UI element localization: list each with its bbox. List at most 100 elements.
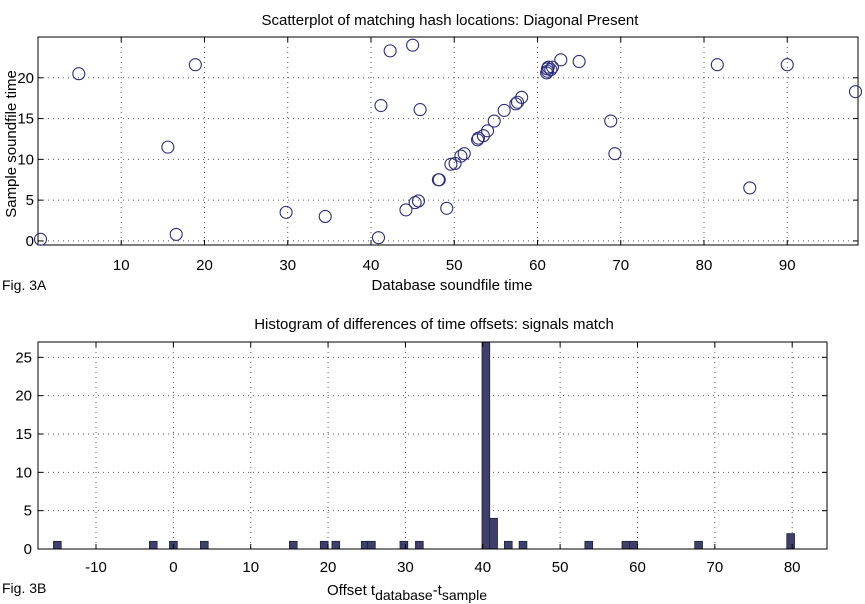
scatter-point bbox=[318, 209, 332, 224]
histogram-y-tick-label: 5 bbox=[24, 503, 32, 520]
histogram-x-label-main: Offset t bbox=[327, 582, 376, 599]
histogram-bars bbox=[53, 341, 795, 550]
scatter-point bbox=[406, 38, 420, 52]
histogram-bar bbox=[584, 540, 594, 550]
histogram-y-tick-label: 15 bbox=[15, 426, 32, 443]
histogram-bar bbox=[504, 540, 513, 550]
scatter-point bbox=[399, 203, 413, 217]
scatter-x-tick-label: 90 bbox=[779, 257, 796, 274]
scatter-y-ticks: 0 5 10 15 20 bbox=[17, 70, 858, 250]
scatter-point bbox=[608, 147, 622, 161]
scatter-point bbox=[371, 231, 386, 245]
scatter-x-label: Database soundfile time bbox=[372, 277, 533, 294]
scatter-point bbox=[374, 98, 388, 113]
histogram-bar bbox=[489, 517, 498, 550]
histogram-y-tick-label: 25 bbox=[15, 349, 32, 366]
scatter-point bbox=[454, 149, 468, 163]
scatter-y-tick-label: 10 bbox=[17, 151, 34, 168]
fig-3a-label: Fig. 3A bbox=[2, 277, 47, 293]
scatter-point bbox=[515, 90, 529, 104]
scatter-point bbox=[710, 58, 724, 72]
scatter-y-tick-label: 20 bbox=[17, 70, 34, 87]
scatter-point bbox=[743, 181, 757, 195]
histogram-bar bbox=[621, 540, 631, 550]
histogram-x-tick-label: 30 bbox=[397, 559, 414, 576]
scatter-x-tick-label: 50 bbox=[446, 257, 463, 274]
histogram-bar bbox=[694, 540, 703, 550]
histogram-y-ticks: 0 5 10 15 20 25 bbox=[15, 349, 827, 558]
histogram-y-tick-label: 10 bbox=[15, 464, 32, 481]
fig-3b-label: Fig. 3B bbox=[2, 580, 46, 596]
histogram-x-tick-label: 80 bbox=[784, 559, 801, 576]
histogram-bar bbox=[629, 540, 638, 550]
scatter-point bbox=[440, 201, 454, 215]
scatter-point bbox=[161, 140, 175, 154]
scatter-point bbox=[572, 54, 586, 69]
histogram-y-tick-label: 0 bbox=[24, 541, 32, 558]
histogram-bar bbox=[148, 540, 158, 550]
histogram-x-tick-label: 70 bbox=[706, 559, 723, 576]
histogram-x-tick-label: 10 bbox=[242, 559, 259, 576]
scatter-y-tick-label: 5 bbox=[26, 192, 34, 209]
scatter-point bbox=[432, 173, 446, 187]
histogram-x-tick-label: 50 bbox=[552, 559, 569, 576]
histogram-bar bbox=[518, 540, 528, 550]
scatter-y-label: Sample soundfile time bbox=[3, 70, 20, 218]
histogram-y-tick-label: 20 bbox=[15, 388, 32, 405]
scatter-point bbox=[544, 63, 558, 77]
scatter-point bbox=[383, 44, 397, 58]
histogram-bar bbox=[319, 540, 329, 550]
scatter-point bbox=[510, 95, 525, 109]
histogram-title: Histogram of differences of time offsets… bbox=[254, 316, 614, 333]
scatter-x-tick-label: 60 bbox=[529, 257, 546, 274]
scatter-point bbox=[545, 60, 560, 74]
histogram-grid bbox=[38, 342, 827, 550]
scatter-panel: Scatterplot of matching hash locations: … bbox=[2, 12, 863, 294]
histogram-bar bbox=[53, 540, 62, 550]
scatter-point bbox=[72, 67, 86, 81]
scatter-point bbox=[169, 227, 183, 241]
histogram-bar bbox=[481, 341, 491, 550]
histogram-bar bbox=[415, 540, 424, 550]
scatter-frame bbox=[37, 36, 859, 246]
scatter-point bbox=[780, 58, 794, 72]
scatter-x-tick-label: 80 bbox=[696, 257, 713, 274]
scatter-point bbox=[480, 124, 495, 138]
histogram-x-label: Offset tdatabase-tsample bbox=[327, 582, 487, 603]
scatter-x-ticks: 10 20 30 40 50 60 70 80 90 bbox=[113, 37, 796, 274]
histogram-panel: Histogram of differences of time offsets… bbox=[2, 316, 828, 603]
scatter-point bbox=[848, 85, 863, 99]
scatter-point bbox=[604, 114, 618, 128]
histogram-x-tick-label: 40 bbox=[474, 559, 491, 576]
scatter-point bbox=[279, 205, 293, 219]
scatter-point bbox=[411, 194, 425, 208]
scatter-point bbox=[497, 103, 511, 117]
scatter-point bbox=[33, 232, 48, 246]
scatter-point bbox=[431, 173, 445, 187]
scatter-point bbox=[188, 58, 202, 72]
scatter-y-tick-label: 0 bbox=[26, 233, 34, 250]
scatter-point bbox=[487, 114, 501, 128]
histogram-bar bbox=[288, 540, 298, 550]
histogram-bar bbox=[399, 540, 409, 550]
scatter-point bbox=[541, 60, 555, 74]
scatter-title: Scatterplot of matching hash locations: … bbox=[262, 12, 640, 29]
scatter-x-tick-label: 30 bbox=[279, 257, 296, 274]
scatter-point bbox=[413, 103, 427, 117]
histogram-x-label-sep: -t bbox=[433, 582, 443, 599]
histogram-x-tick-label: 0 bbox=[169, 559, 177, 576]
histogram-bar bbox=[367, 540, 376, 550]
scatter-x-tick-label: 40 bbox=[363, 257, 380, 274]
histogram-bar bbox=[200, 540, 209, 550]
histogram-bar bbox=[786, 533, 795, 550]
histogram-x-ticks: -10 0 10 20 30 40 50 60 70 80 bbox=[85, 342, 801, 576]
scatter-x-tick-label: 20 bbox=[196, 257, 213, 274]
histogram-frame bbox=[37, 341, 828, 550]
scatter-x-tick-label: 10 bbox=[113, 257, 130, 274]
histogram-x-label-sub1: database bbox=[375, 587, 433, 603]
scatter-point bbox=[444, 157, 458, 171]
histogram-x-tick-label: -10 bbox=[85, 559, 107, 576]
histogram-x-label-sub2: sample bbox=[442, 587, 487, 603]
histogram-x-tick-label: 20 bbox=[320, 559, 337, 576]
